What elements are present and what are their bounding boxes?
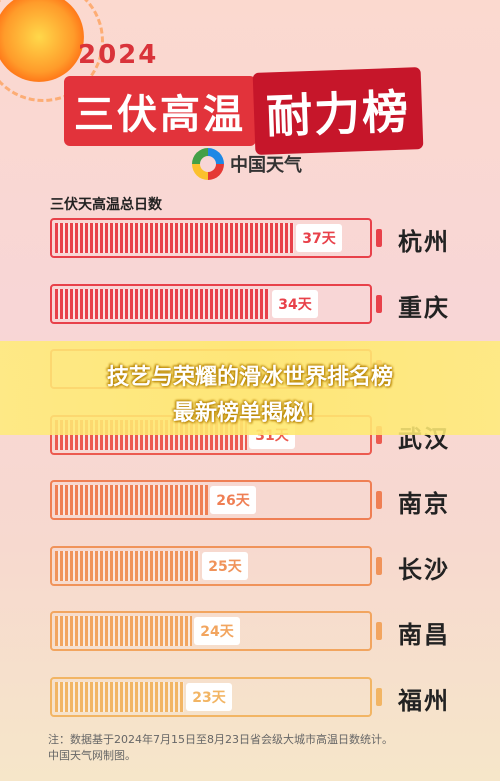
- bar-row: 24天 南昌: [50, 611, 465, 653]
- bar-row: 23天 福州: [50, 676, 465, 719]
- city-label: 南京: [398, 490, 450, 518]
- sun-icon: [0, 0, 84, 82]
- weather-logo-icon: [192, 148, 224, 180]
- banner-line-2: 最新榜单揭秘！: [172, 401, 327, 426]
- sun-ring-decoration: [0, 0, 104, 102]
- bar-value-label: 23天: [186, 682, 232, 711]
- bar-frame: 37天: [50, 218, 372, 258]
- footnote: 注：数据基于2024年7月15日至8月23日省会级大城市高温日数统计。 中国天气…: [48, 732, 393, 764]
- bar-frame: 23天: [50, 676, 372, 717]
- bar-value-label: 34天: [272, 289, 318, 318]
- title-part-1: 三伏高温: [64, 76, 256, 146]
- city-label: 杭州: [398, 228, 450, 256]
- bar: [55, 485, 208, 515]
- city-label: 长沙: [398, 555, 450, 584]
- bar-cap: [376, 229, 382, 247]
- bar-value-label: 26天: [210, 486, 256, 514]
- city-label: 南昌: [398, 621, 450, 649]
- bar-cap: [376, 622, 382, 640]
- bar-frame: 34天: [50, 283, 372, 324]
- title-year: 2024: [78, 40, 159, 70]
- bar-cap: [376, 556, 382, 575]
- overlay-banner: 技艺与荣耀的滑冰世界排名榜 最新榜单揭秘！: [0, 341, 500, 435]
- banner-line-1: 技艺与荣耀的滑冰世界排名榜: [106, 365, 393, 390]
- brand-logo: 中国天气: [192, 148, 302, 180]
- bar: [55, 550, 200, 581]
- bar: [55, 223, 294, 253]
- title-part-2: 耐力榜: [252, 67, 424, 155]
- bar-frame: 24天: [50, 611, 372, 651]
- bar-row: 26天 南京: [50, 480, 465, 522]
- bar-value-label: 25天: [202, 551, 248, 580]
- bar-row: 37天 杭州: [50, 218, 465, 260]
- bar-frame: 25天: [50, 545, 372, 586]
- bar-frame: 26天: [50, 480, 372, 520]
- bar-value-label: 24天: [194, 617, 240, 645]
- bar: [55, 288, 270, 319]
- bar: [55, 681, 184, 712]
- city-label: 重庆: [398, 293, 450, 322]
- footnote-line-2: 中国天气网制图。: [48, 749, 136, 762]
- bar: [55, 616, 192, 646]
- bar-row: 34天 重庆: [50, 283, 465, 326]
- bar-cap: [376, 294, 382, 313]
- footnote-line-1: 注：数据基于2024年7月15日至8月23日省会级大城市高温日数统计。: [48, 733, 393, 746]
- bar-row: 25天 长沙: [50, 545, 465, 588]
- title-plate: 三伏高温 耐力榜: [64, 67, 460, 155]
- bar-value-label: 37天: [296, 224, 342, 252]
- bar-cap: [376, 491, 382, 509]
- city-label: 福州: [398, 686, 450, 715]
- chart-title: 三伏天高温总日数: [50, 197, 162, 213]
- logo-text: 中国天气: [230, 155, 302, 176]
- bar-cap: [376, 687, 382, 706]
